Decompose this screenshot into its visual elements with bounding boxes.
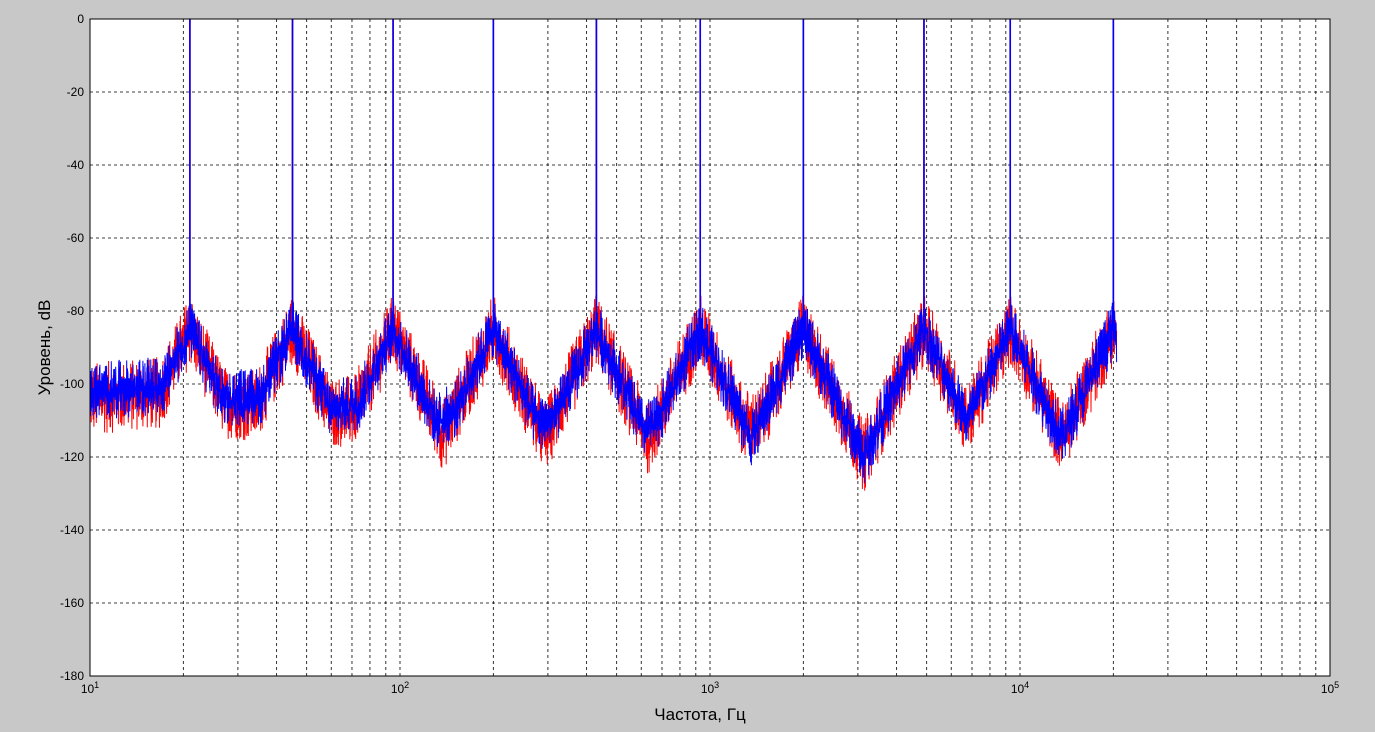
y-tick-label: -160	[60, 596, 84, 610]
plot-frame	[89, 18, 1331, 677]
y-tick-label: -40	[67, 158, 85, 172]
y-tick-label: -100	[60, 377, 84, 391]
x-tick-label: 102	[391, 680, 409, 696]
y-tick-label: -80	[67, 304, 85, 318]
series-layer	[89, 19, 1118, 491]
y-tick-label: -180	[60, 669, 84, 683]
y-tick-label: -120	[60, 450, 84, 464]
y-tick-label: -140	[60, 523, 84, 537]
x-tick-label: 101	[81, 680, 99, 696]
x-tick-label: 105	[1321, 680, 1339, 696]
x-axis-title: Частота, Гц	[654, 705, 746, 724]
series-line	[89, 301, 1118, 484]
grid	[90, 19, 1330, 676]
y-tick-label: -60	[67, 231, 85, 245]
x-tick-label: 103	[701, 680, 719, 696]
x-tick-label: 104	[1011, 680, 1029, 696]
y-axis-title: Уровень, dB	[35, 300, 54, 396]
y-tick-label: 0	[77, 12, 84, 26]
y-tick-label: -20	[67, 85, 85, 99]
